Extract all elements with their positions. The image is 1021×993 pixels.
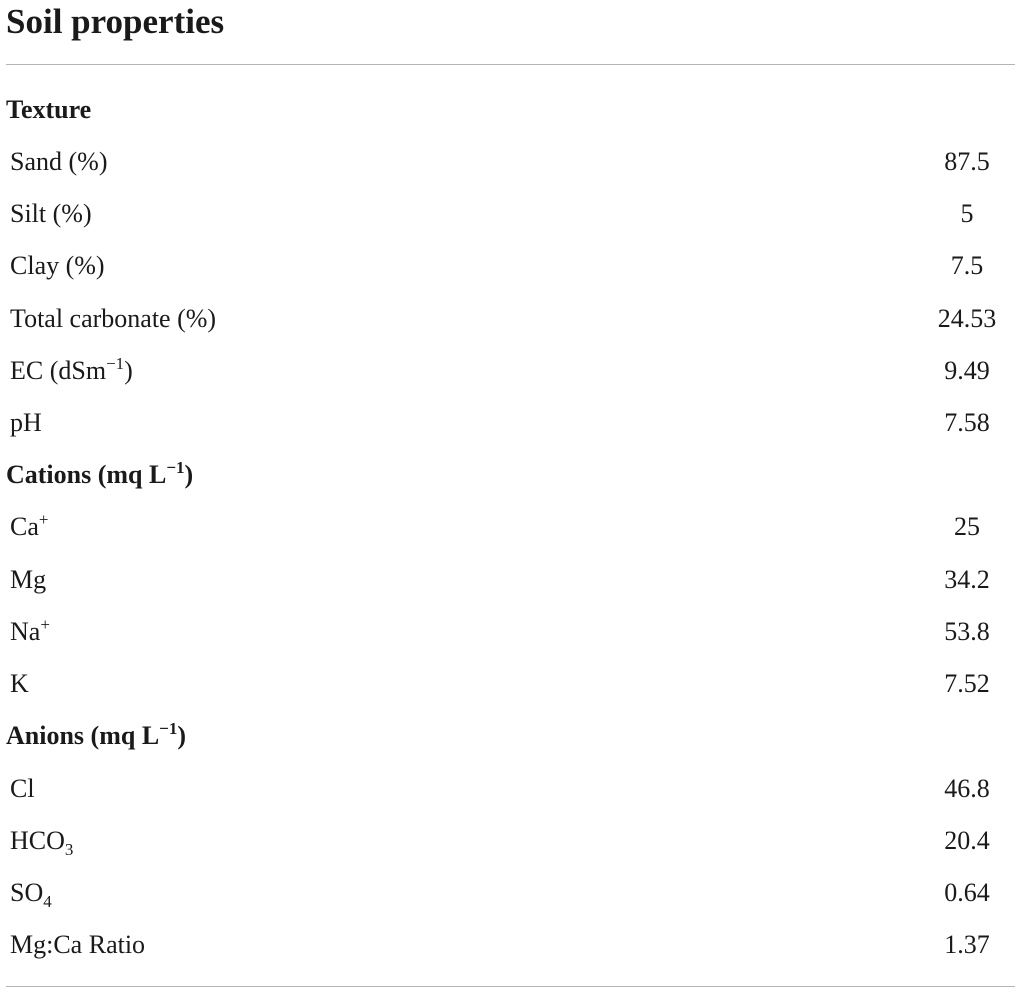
row-label: Ca+ <box>10 510 49 542</box>
row-value: 87.5 <box>944 147 990 176</box>
row-label: Cl <box>10 774 35 803</box>
table-row: Ca+ 25 <box>0 501 1021 553</box>
row-value: 53.8 <box>944 617 990 646</box>
table-title: Soil properties <box>6 2 225 41</box>
label-subscript: 4 <box>43 892 52 911</box>
row-label: Mg:Ca Ratio <box>10 930 146 959</box>
heading-superscript: −1 <box>159 719 178 738</box>
row-label: Total carbonate (%) <box>10 304 217 333</box>
section-label: Anions (mq L−1) <box>6 719 187 751</box>
table-row: K 7.52 <box>0 658 1021 710</box>
table-row: pH 7.58 <box>0 397 1021 449</box>
heading-end: ) <box>177 721 187 750</box>
row-value: 0.64 <box>944 878 990 907</box>
label-superscript: −1 <box>106 354 125 373</box>
section-label: Texture <box>6 95 92 124</box>
row-label: Mg <box>10 565 47 594</box>
row-value: 9.49 <box>944 356 990 385</box>
row-value: 5 <box>960 199 974 228</box>
row-label: EC (dSm−1) <box>10 354 133 386</box>
table-row: Mg 34.2 <box>0 554 1021 606</box>
label-main: SO <box>10 878 44 907</box>
label-superscript: + <box>38 510 49 529</box>
row-value: 25 <box>954 512 980 541</box>
table-row: Sand (%) 87.5 <box>0 136 1021 188</box>
section-heading-anions: Anions (mq L−1) <box>0 710 1021 762</box>
row-value: 1.37 <box>944 930 990 959</box>
table-row: Clay (%) 7.5 <box>0 240 1021 292</box>
heading-superscript: −1 <box>166 458 185 477</box>
row-value: 20.4 <box>944 826 990 855</box>
row-value: 7.52 <box>944 669 990 698</box>
table-row: HCO3 20.4 <box>0 815 1021 867</box>
section-heading-cations: Cations (mq L−1) <box>0 449 1021 501</box>
row-label: Silt (%) <box>10 199 92 228</box>
heading-end: ) <box>184 460 194 489</box>
row-label: K <box>10 669 29 698</box>
label-main: HCO <box>10 826 65 855</box>
heading-main: Anions (mq L <box>6 721 160 750</box>
row-label: HCO3 <box>10 826 74 859</box>
row-value: 7.58 <box>944 408 990 437</box>
bottom-rule <box>6 986 1015 987</box>
row-label: Sand (%) <box>10 147 108 176</box>
row-value: 46.8 <box>944 774 990 803</box>
row-label: SO4 <box>10 878 52 911</box>
table-row: Na+ 53.8 <box>0 606 1021 658</box>
label-main: Ca <box>10 512 39 541</box>
table-row: SO4 0.64 <box>0 867 1021 919</box>
row-label: pH <box>10 408 42 437</box>
table-row: Mg:Ca Ratio 1.37 <box>0 919 1021 971</box>
top-rule <box>6 64 1015 65</box>
label-superscript: + <box>40 615 50 634</box>
row-value: 7.5 <box>950 251 984 280</box>
heading-main: Cations (mq L <box>6 460 167 489</box>
table-row: Total carbonate (%) 24.53 <box>0 293 1021 345</box>
table-row: Silt (%) 5 <box>0 188 1021 240</box>
label-main: EC (dSm <box>10 356 107 385</box>
table-row: EC (dSm−1) 9.49 <box>0 345 1021 397</box>
label-subscript: 3 <box>64 840 74 859</box>
row-label: Clay (%) <box>10 251 105 280</box>
row-value: 34.2 <box>944 565 990 594</box>
row-label: Na+ <box>10 615 50 647</box>
label-main: Na <box>10 617 41 646</box>
table-row: Cl 46.8 <box>0 763 1021 815</box>
section-label: Cations (mq L−1) <box>6 458 194 490</box>
row-value: 24.53 <box>937 304 997 333</box>
label-end: ) <box>124 356 133 385</box>
section-heading-texture: Texture <box>0 84 1021 136</box>
